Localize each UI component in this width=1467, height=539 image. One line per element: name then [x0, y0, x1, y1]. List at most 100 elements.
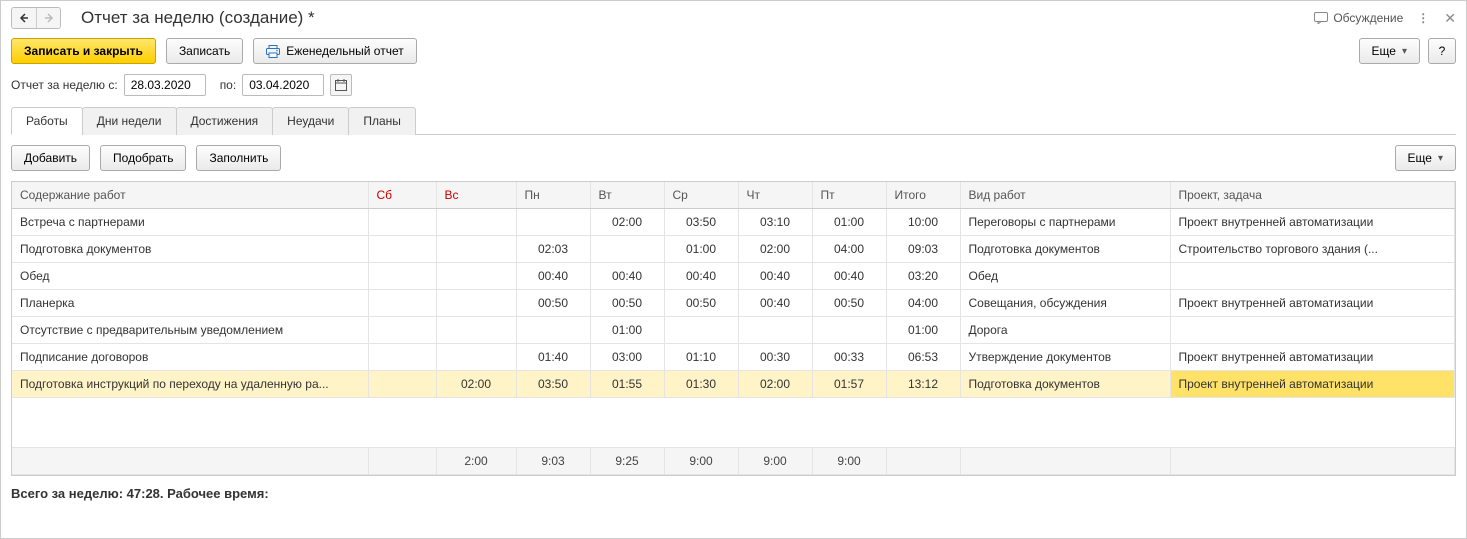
tab-failures[interactable]: Неудачи	[272, 107, 349, 135]
help-button[interactable]: ?	[1428, 38, 1456, 64]
cell-kind[interactable]: Совещания, обсуждения	[960, 290, 1170, 317]
cell-kind[interactable]: Утверждение документов	[960, 344, 1170, 371]
sub-more-button[interactable]: Еще	[1395, 145, 1456, 171]
cell-we[interactable]: 00:40	[664, 263, 738, 290]
cell-sa[interactable]	[368, 290, 436, 317]
cell-proj[interactable]: Проект внутренней автоматизации	[1170, 371, 1455, 398]
table-row[interactable]: Обед00:4000:4000:4000:4000:4003:20Обед	[12, 263, 1455, 290]
cell-total[interactable]: 04:00	[886, 290, 960, 317]
cell-fr[interactable]: 00:40	[812, 263, 886, 290]
cell-th[interactable]: 00:30	[738, 344, 812, 371]
cell-sa[interactable]	[368, 371, 436, 398]
col-mo[interactable]: Пн	[516, 182, 590, 209]
col-kind[interactable]: Вид работ	[960, 182, 1170, 209]
cell-fr[interactable]: 01:57	[812, 371, 886, 398]
pick-button[interactable]: Подобрать	[100, 145, 186, 171]
cell-su[interactable]	[436, 317, 516, 344]
weekly-report-button[interactable]: Еженедельный отчет	[253, 38, 417, 64]
cell-sa[interactable]	[368, 236, 436, 263]
cell-desc[interactable]: Обед	[12, 263, 368, 290]
cell-fr[interactable]	[812, 317, 886, 344]
cell-kind[interactable]: Подготовка документов	[960, 371, 1170, 398]
cell-sa[interactable]	[368, 209, 436, 236]
cell-su[interactable]	[436, 263, 516, 290]
date-to-input[interactable]	[242, 74, 324, 96]
cell-desc[interactable]: Планерка	[12, 290, 368, 317]
table-row[interactable]: Подготовка инструкций по переходу на уда…	[12, 371, 1455, 398]
cell-mo[interactable]	[516, 317, 590, 344]
date-from-input[interactable]	[124, 74, 206, 96]
cell-th[interactable]: 02:00	[738, 236, 812, 263]
cell-sa[interactable]	[368, 317, 436, 344]
table-row[interactable]: Подготовка документов 02:03 01:0002:0004:0…	[12, 236, 1455, 263]
col-fr[interactable]: Пт	[812, 182, 886, 209]
cell-su[interactable]	[436, 209, 516, 236]
cell-kind[interactable]: Дорога	[960, 317, 1170, 344]
nav-back-button[interactable]	[12, 8, 36, 28]
col-total[interactable]: Итого	[886, 182, 960, 209]
cell-desc[interactable]: Подготовка инструкций по переходу на уда…	[12, 371, 368, 398]
cell-we[interactable]: 01:00	[664, 236, 738, 263]
cell-mo[interactable]: 02:03	[516, 236, 590, 263]
table-row[interactable]: Отсутствие с предварительным уведомление…	[12, 317, 1455, 344]
cell-th[interactable]: 00:40	[738, 290, 812, 317]
save-button[interactable]: Записать	[166, 38, 243, 64]
cell-fr[interactable]: 04:00	[812, 236, 886, 263]
cell-we[interactable]	[664, 317, 738, 344]
cell-tu[interactable]: 03:00	[590, 344, 664, 371]
col-sa[interactable]: Сб	[368, 182, 436, 209]
col-su[interactable]: Вс	[436, 182, 516, 209]
tab-achievements[interactable]: Достижения	[176, 107, 274, 135]
cell-total[interactable]: 06:53	[886, 344, 960, 371]
cell-total[interactable]: 01:00	[886, 317, 960, 344]
cell-kind[interactable]: Подготовка документов	[960, 236, 1170, 263]
cell-we[interactable]: 01:30	[664, 371, 738, 398]
cell-sa[interactable]	[368, 344, 436, 371]
cell-proj[interactable]: Проект внутренней автоматизации	[1170, 290, 1455, 317]
cell-fr[interactable]: 01:00	[812, 209, 886, 236]
cell-su[interactable]: 02:00	[436, 371, 516, 398]
tab-works[interactable]: Работы	[11, 107, 83, 135]
table-row[interactable]: Планерка00:5000:5000:5000:4000:5004:00Со…	[12, 290, 1455, 317]
cell-we[interactable]: 00:50	[664, 290, 738, 317]
cell-tu[interactable]: 00:50	[590, 290, 664, 317]
table-row[interactable]: Подписание договоров01:4003:0001:1000:30…	[12, 344, 1455, 371]
cell-fr[interactable]: 00:33	[812, 344, 886, 371]
nav-forward-button[interactable]	[36, 8, 60, 28]
cell-desc[interactable]: Подписание договоров	[12, 344, 368, 371]
discussion-link[interactable]: Обсуждение	[1314, 11, 1403, 25]
cell-th[interactable]: 03:10	[738, 209, 812, 236]
cell-su[interactable]	[436, 290, 516, 317]
cell-mo[interactable]	[516, 209, 590, 236]
cell-mo[interactable]: 03:50	[516, 371, 590, 398]
cell-tu[interactable]: 02:00	[590, 209, 664, 236]
cell-kind[interactable]: Переговоры с партнерами	[960, 209, 1170, 236]
cell-mo[interactable]: 00:50	[516, 290, 590, 317]
cell-th[interactable]: 02:00	[738, 371, 812, 398]
cell-tu[interactable]: 01:55	[590, 371, 664, 398]
more-button[interactable]: Еще	[1359, 38, 1420, 64]
save-and-close-button[interactable]: Записать и закрыть	[11, 38, 156, 64]
close-icon[interactable]: ✕	[1444, 10, 1456, 27]
cell-kind[interactable]: Обед	[960, 263, 1170, 290]
calendar-button[interactable]	[330, 74, 352, 96]
cell-fr[interactable]: 00:50	[812, 290, 886, 317]
col-proj[interactable]: Проект, задача	[1170, 182, 1455, 209]
cell-we[interactable]: 03:50	[664, 209, 738, 236]
kebab-menu-icon[interactable]: ⋮	[1417, 11, 1430, 25]
cell-tu[interactable]: 00:40	[590, 263, 664, 290]
cell-total[interactable]: 03:20	[886, 263, 960, 290]
cell-total[interactable]: 10:00	[886, 209, 960, 236]
cell-we[interactable]: 01:10	[664, 344, 738, 371]
cell-desc[interactable]: Встреча с партнерами	[12, 209, 368, 236]
cell-tu[interactable]	[590, 236, 664, 263]
cell-proj[interactable]: Проект внутренней автоматизации	[1170, 209, 1455, 236]
cell-proj[interactable]	[1170, 317, 1455, 344]
col-desc[interactable]: Содержание работ	[12, 182, 368, 209]
cell-sa[interactable]	[368, 263, 436, 290]
cell-th[interactable]: 00:40	[738, 263, 812, 290]
fill-button[interactable]: Заполнить	[196, 145, 281, 171]
col-th[interactable]: Чт	[738, 182, 812, 209]
add-button[interactable]: Добавить	[11, 145, 90, 171]
tab-days[interactable]: Дни недели	[82, 107, 177, 135]
